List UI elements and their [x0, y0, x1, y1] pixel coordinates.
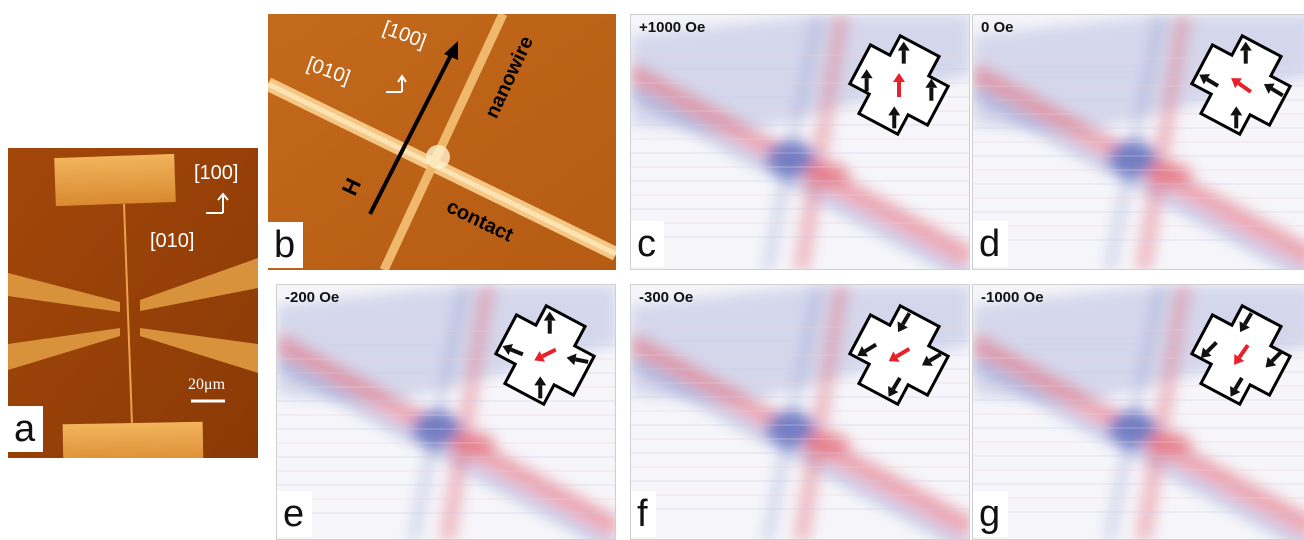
arm-arrowhead-icon: [925, 78, 938, 88]
arm-arrow-icon: [1243, 312, 1254, 326]
mfm-contrast-map: [631, 285, 969, 539]
mfm-contrast-map: [973, 15, 1304, 269]
center-arrowhead-icon: [1231, 78, 1242, 89]
panel-a-afm-image: [100] [010] 20μm a: [8, 148, 258, 458]
arm-arrowhead-icon: [857, 346, 869, 357]
center-arrowhead-icon: [1234, 354, 1245, 365]
arm-arrow-icon: [1205, 77, 1220, 88]
panel-b-letter: b: [268, 222, 304, 268]
arm-arrowhead-icon: [566, 353, 577, 366]
arm-arrow-icon: [575, 357, 589, 364]
arm-arrowhead-icon: [534, 376, 547, 386]
afm-zoom-image: [268, 14, 616, 270]
arm-arrowhead-icon: [888, 106, 901, 116]
arm-arrowhead-icon: [897, 41, 910, 51]
arm-arrowhead-icon: [1200, 347, 1212, 359]
arm-arrowhead-icon: [1239, 41, 1252, 51]
panel-a-dir-010-label: [010]: [150, 230, 195, 252]
panel-a-dir-100-label: [100]: [194, 162, 239, 184]
arm-arrowhead-icon: [888, 385, 899, 397]
arm-arrow-icon: [928, 352, 942, 363]
arm-arrowhead-icon: [1230, 106, 1243, 116]
panel-d-field-label: 0 Oe: [981, 19, 1014, 36]
panel-c-mfm-image: +1000 Oe c: [630, 14, 970, 270]
center-arrowhead-icon: [893, 73, 905, 82]
arm-arrowhead-icon: [921, 355, 933, 366]
panel-g-mfm-image: -1000 Oe g: [972, 284, 1304, 540]
panel-d-mfm-image: 0 Oe d: [972, 14, 1304, 270]
panel-c-letter: c: [631, 221, 664, 267]
panel-f-letter: f: [631, 491, 656, 537]
panel-f-field-label: -300 Oe: [639, 289, 694, 306]
arm-arrowhead-icon: [1263, 83, 1275, 94]
arm-arrowhead-icon: [1230, 385, 1241, 397]
center-arrowhead-icon: [888, 351, 900, 362]
panel-c-field-label: +1000 Oe: [639, 19, 706, 36]
panel-g-field-label: -1000 Oe: [981, 289, 1044, 306]
arm-arrowhead-icon: [897, 321, 908, 333]
arm-arrowhead-icon: [1265, 356, 1277, 368]
mfm-contrast-map: [631, 15, 969, 269]
panel-b-afm-zoom: [100] [010] H nanowire contact b: [268, 14, 616, 270]
center-arrow-icon: [895, 347, 911, 359]
center-arrow-icon: [1237, 344, 1250, 359]
panel-d-letter: d: [973, 221, 1009, 267]
center-arrow-icon: [1237, 81, 1252, 94]
arm-arrow-icon: [510, 347, 524, 357]
panel-g-letter: g: [973, 491, 1009, 537]
panel-e-field-label: -200 Oe: [285, 289, 340, 306]
arm-arrowhead-icon: [543, 311, 556, 321]
panel-f-mfm-image: -300 Oe f: [630, 284, 970, 540]
arm-arrowhead-icon: [860, 69, 873, 79]
center-arrow-icon: [541, 347, 557, 359]
panel-a-letter: a: [8, 406, 44, 452]
arm-arrow-icon: [891, 376, 902, 391]
arm-arrowhead-icon: [1239, 321, 1250, 333]
arm-arrow-icon: [1270, 87, 1284, 98]
arm-arrow-icon: [901, 312, 912, 326]
panel-e-letter: e: [277, 491, 313, 537]
afm-device-image: [8, 148, 258, 458]
arm-arrow-icon: [1270, 350, 1283, 363]
mfm-contrast-map: [973, 285, 1304, 539]
panel-e-mfm-image: -200 Oe e: [276, 284, 616, 540]
mfm-contrast-map: [277, 285, 615, 539]
arm-arrowhead-icon: [502, 343, 514, 356]
arm-arrowhead-icon: [1199, 74, 1211, 85]
arm-arrow-icon: [1233, 376, 1244, 391]
arm-arrow-icon: [1205, 341, 1218, 354]
arm-arrow-icon: [863, 342, 878, 353]
center-arrowhead-icon: [534, 350, 545, 362]
panel-a-scale-bar-label: 20μm: [188, 376, 226, 393]
